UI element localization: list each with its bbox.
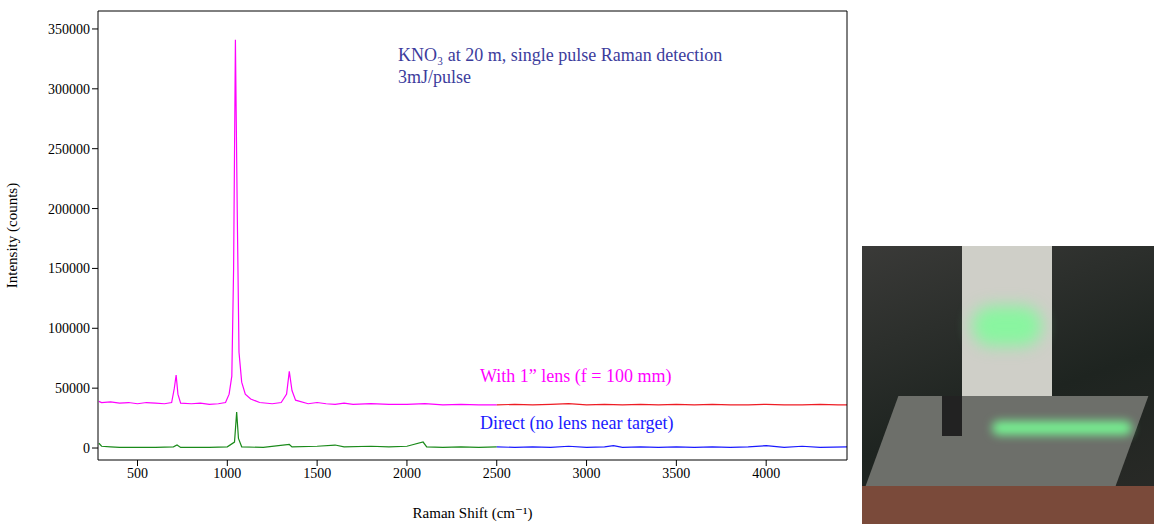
svg-text:0: 0: [83, 441, 90, 456]
svg-text:4000: 4000: [752, 466, 780, 481]
html-text:Direct (no lens near target): Direct (no lens near target): [480, 413, 674, 433]
svg-text:200000: 200000: [48, 202, 90, 217]
svg-text:2500: 2500: [483, 466, 511, 481]
svg-text:50000: 50000: [55, 381, 90, 396]
svg-text:350000: 350000: [48, 22, 90, 37]
svg-text:1000: 1000: [213, 466, 241, 481]
svg-text:1500: 1500: [303, 466, 331, 481]
svg-text:3000: 3000: [573, 466, 601, 481]
svg-text:300000: 300000: [48, 82, 90, 97]
svg-text:Intensity (counts): Intensity (counts): [4, 183, 21, 288]
svg-text:100000: 100000: [48, 321, 90, 336]
svg-text:3500: 3500: [662, 466, 690, 481]
svg-text:150000: 150000: [48, 261, 90, 276]
svg-text:500: 500: [127, 466, 148, 481]
html-text:KNO₃ at 20 m, single pulse Ram: KNO₃ at 20 m, single pulse Raman detecti…: [398, 45, 723, 65]
html-text:With 1” lens (f = 100 mm): With 1” lens (f = 100 mm): [480, 366, 672, 386]
svg-text:2000: 2000: [393, 466, 421, 481]
html-text:3mJ/pulse: 3mJ/pulse: [398, 67, 471, 87]
svg-text:250000: 250000: [48, 142, 90, 157]
svg-text:Raman Shift (cm⁻¹): Raman Shift (cm⁻¹): [413, 505, 533, 522]
